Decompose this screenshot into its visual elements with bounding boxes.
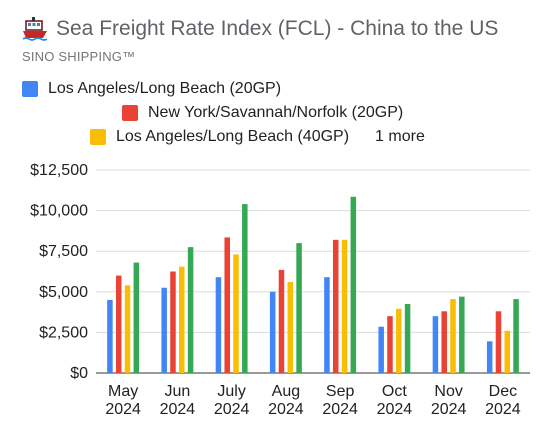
y-tick-label: $2,500 [39, 324, 88, 341]
bar-series-3-5[interactable] [404, 303, 411, 373]
x-tick-label-year: 2024 [160, 401, 196, 418]
legend-item-la-40gp[interactable]: Los Angeles/Long Beach (40GP) 1 more [90, 128, 425, 146]
legend-swatch-ny-20gp [122, 105, 138, 121]
chart-title: Sea Freight Rate Index (FCL) - China to … [56, 17, 499, 40]
bar-series-0-5[interactable] [378, 326, 384, 373]
bar-series-1-4[interactable] [332, 239, 339, 373]
x-tick-label: Sep [326, 383, 355, 400]
bar-series-2-0[interactable] [124, 285, 131, 373]
x-tick-label-year: 2024 [431, 401, 467, 418]
bar-series-2-4[interactable] [341, 239, 348, 373]
legend-swatch-la-40gp [90, 129, 106, 145]
bar-series-3-7[interactable] [513, 299, 519, 373]
bar-chart: $0$2,500$5,000$7,500$10,000$12,500May202… [30, 162, 530, 418]
x-tick-label: Jun [164, 383, 190, 400]
y-tick-label: $10,000 [30, 203, 88, 220]
x-tick-label: Dec [489, 383, 517, 400]
y-tick-label: $7,500 [39, 243, 88, 260]
bar-series-0-6[interactable] [432, 316, 439, 373]
bar-series-3-4[interactable] [350, 196, 357, 373]
bar-series-3-0[interactable] [133, 262, 140, 373]
x-tick-label-year: 2024 [105, 401, 141, 418]
legend-item-ny-20gp[interactable]: New York/Savannah/Norfolk (20GP) [122, 104, 403, 122]
bar-series-1-3[interactable] [278, 269, 285, 373]
x-tick-label-year: 2024 [214, 401, 250, 418]
legend-label-ny-20gp: New York/Savannah/Norfolk (20GP) [148, 104, 404, 121]
bar-series-2-7[interactable] [504, 330, 511, 373]
bar-series-2-5[interactable] [396, 308, 402, 373]
bar-series-1-7[interactable] [495, 311, 502, 373]
legend-more-button[interactable]: 1 more [375, 128, 425, 145]
cargo-ship-icon [22, 17, 48, 41]
legend-label-la-20gp: Los Angeles/Long Beach (20GP) [48, 80, 282, 97]
x-tick-label: Aug [272, 383, 300, 400]
chart-subtitle: SINO SHIPPING™ [22, 49, 136, 64]
y-tick-label: $5,000 [39, 284, 88, 301]
bar-series-2-2[interactable] [233, 254, 239, 373]
bar-series-1-6[interactable] [441, 311, 447, 373]
bar-series-0-0[interactable] [107, 299, 113, 373]
bar-series-2-1[interactable] [179, 266, 185, 373]
bar-series-1-1[interactable] [170, 271, 176, 374]
bar-series-0-2[interactable] [215, 277, 222, 373]
legend-label-la-40gp: Los Angeles/Long Beach (40GP) [116, 128, 350, 145]
bar-series-0-4[interactable] [324, 277, 330, 373]
y-tick-label: $0 [70, 365, 88, 382]
bar-series-1-0[interactable] [115, 275, 122, 373]
bar-series-0-7[interactable] [486, 341, 493, 373]
x-tick-label: May [108, 383, 138, 400]
x-tick-label: Oct [382, 383, 407, 400]
bar-series-0-3[interactable] [269, 291, 276, 373]
chart-header: Sea Freight Rate Index (FCL) - China to … [22, 16, 498, 42]
bar-series-2-3[interactable] [287, 282, 294, 373]
bar-series-3-2[interactable] [242, 204, 248, 373]
legend-item-la-20gp[interactable]: Los Angeles/Long Beach (20GP) [22, 80, 281, 98]
x-tick-label: Nov [434, 383, 462, 400]
bar-series-1-2[interactable] [224, 237, 230, 373]
bar-series-1-5[interactable] [387, 316, 393, 373]
x-tick-label-year: 2024 [485, 401, 521, 418]
x-tick-label-year: 2024 [268, 401, 304, 418]
bar-series-0-1[interactable] [161, 287, 167, 373]
legend-swatch-la-20gp [22, 81, 38, 97]
bar-series-3-1[interactable] [187, 247, 194, 373]
x-tick-label-year: 2024 [322, 401, 358, 418]
bar-series-3-6[interactable] [459, 296, 465, 373]
x-tick-label: July [217, 383, 245, 400]
x-tick-label-year: 2024 [377, 401, 413, 418]
y-tick-label: $12,500 [30, 162, 88, 179]
bar-series-2-6[interactable] [450, 299, 456, 373]
bar-series-3-3[interactable] [296, 243, 302, 373]
